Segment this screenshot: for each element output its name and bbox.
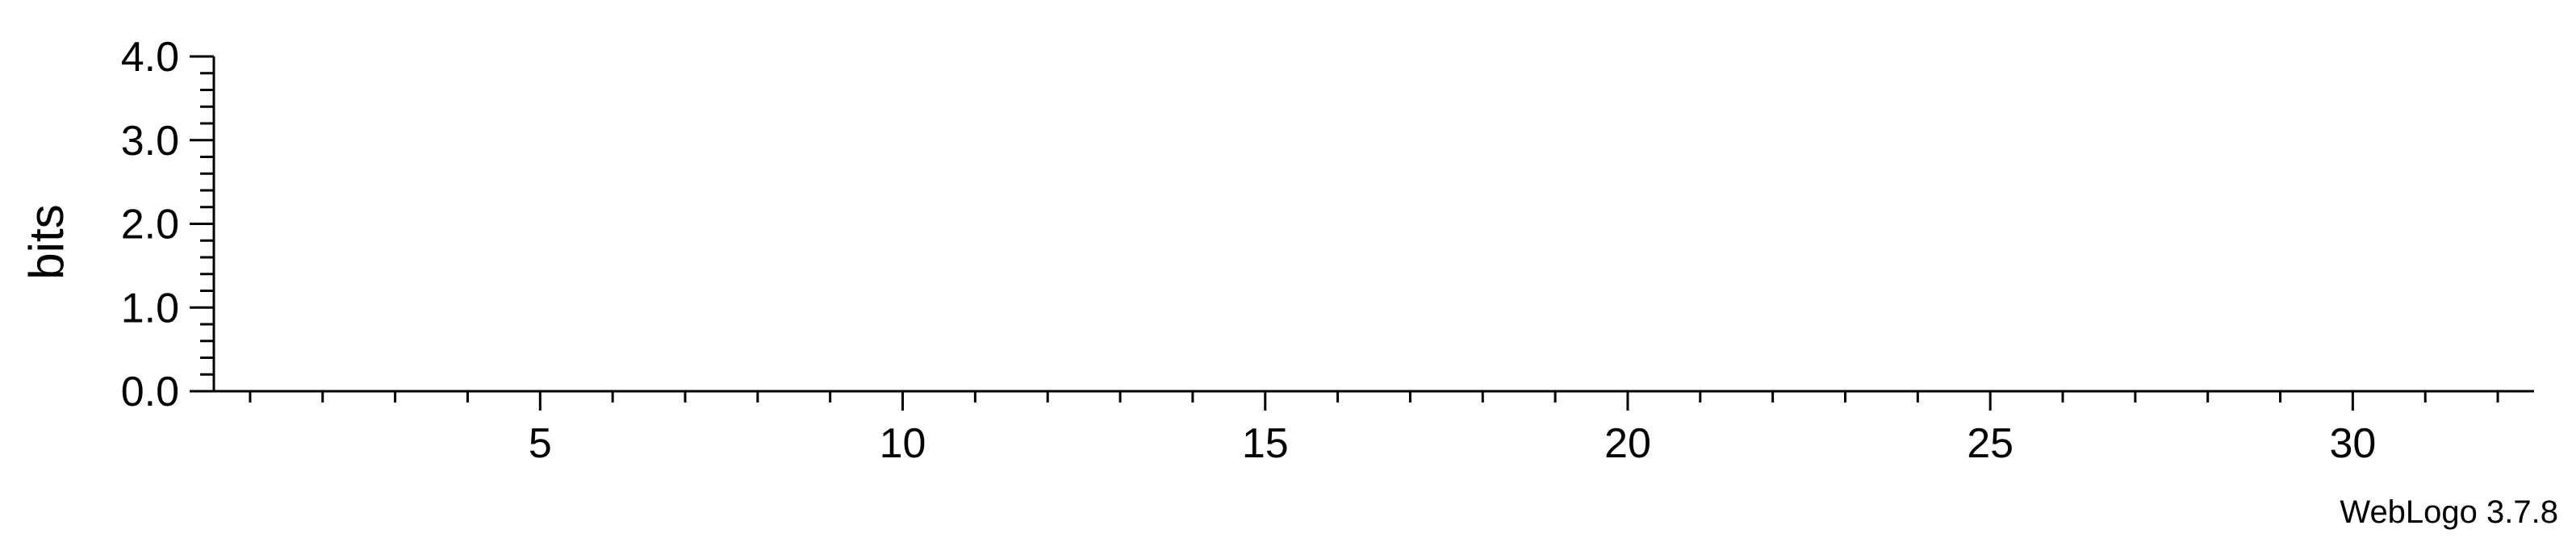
y-axis-label: bits [19,204,73,279]
x-tick-label: 10 [880,420,926,467]
y-tick-label: 2.0 [121,202,179,248]
y-axis: 0.0 1.0 2.0 3.0 4.0 [121,34,215,415]
x-axis: 5 10 15 20 25 30 [214,390,2534,467]
x-tick-label: 20 [1604,420,1651,467]
y-tick-label: 0.0 [121,369,179,415]
x-tick-label: 30 [2329,420,2376,467]
x-tick-label: 25 [1967,420,2014,467]
y-tick-label: 3.0 [121,118,179,165]
y-tick-label: 1.0 [121,285,179,332]
x-tick-label: 15 [1242,420,1289,467]
weblogo-credit: WebLogo 3.7.8 [2340,494,2558,530]
x-tick-label: 5 [529,420,552,467]
y-tick-label: 4.0 [121,34,179,81]
